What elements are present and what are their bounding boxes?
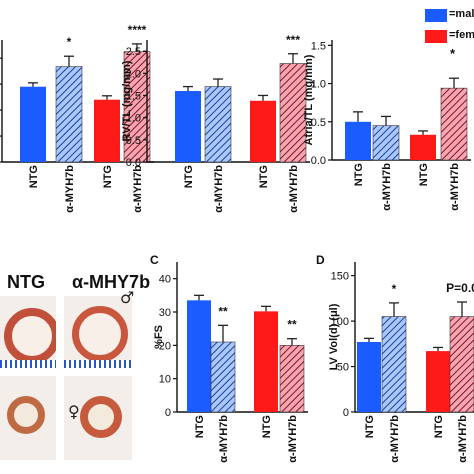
significance-label: * <box>392 282 397 296</box>
bar-3 <box>94 99 120 162</box>
bar-1 <box>357 342 381 412</box>
category-label: NTG <box>28 165 40 188</box>
female-symbol-icon: ♀ <box>68 402 80 421</box>
y-tick-label: 2.5 <box>126 46 141 58</box>
chart-1: NTG α-MYH7b NTG α-MYH7b***** <box>0 23 154 213</box>
y-tick-label: 10 <box>159 374 171 386</box>
category-label: NTG <box>258 165 270 188</box>
legend-star: * <box>450 46 456 61</box>
bar-4 <box>279 63 307 163</box>
bar-1 <box>187 300 211 412</box>
y-axis-label: LV Vol(d) (μl) <box>328 303 340 370</box>
category-label: NTG <box>364 415 376 438</box>
category-label: α-MYH7b <box>381 163 393 211</box>
photo-header-mhy7b: α-MHY7b <box>72 272 151 292</box>
legend-female-label: =fema <box>449 29 474 41</box>
chart-5: 0 50 100 150 LV Vol(d) (μl) NTG α-MYH7b NTG α-MY… <box>328 262 474 463</box>
chart-3: 0.0 0.5 1.0 1.5 Atria/TL (mg/mm) NTG α-MYH7b NT… <box>303 40 471 211</box>
bar-1 <box>20 86 46 162</box>
legend-male-swatch <box>425 9 447 22</box>
y-tick-label: 0 <box>343 407 349 419</box>
significance-label: * <box>67 35 72 49</box>
y-tick-label: 40 <box>159 274 171 286</box>
significance-label: *** <box>286 33 300 47</box>
category-label: α-MYH7b <box>288 165 300 213</box>
y-axis-label: Atria/TL (mg/mm) <box>303 54 315 145</box>
bar-3 <box>410 134 436 160</box>
heart-section-ntg-female <box>0 376 56 460</box>
category-label: α-MYH7b <box>449 163 461 211</box>
bar-2 <box>55 66 83 163</box>
category-label: α-MYH7b <box>213 165 225 213</box>
bar-2 <box>372 125 400 161</box>
chart-2: 0.0 0.5 1.0 1.5 2.0 2.5 RV/TL (mg/mm) NTG α-MYH7… <box>121 33 310 213</box>
y-tick-label: 20 <box>159 340 171 352</box>
bar-2 <box>381 316 407 413</box>
category-label: NTG <box>261 415 273 438</box>
chart-4: 0 10 20 30 40 %FS NTG α-MYH7b NTG α-MYH7b ** ** <box>153 262 308 463</box>
bar-1 <box>345 121 371 160</box>
y-axis-label: RV/TL (mg/mm) <box>121 60 133 141</box>
bar-3 <box>254 311 278 412</box>
y-tick-label: 1.0 <box>311 79 326 91</box>
y-tick-label: 1.0 <box>126 113 141 125</box>
y-tick-label: 30 <box>159 307 171 319</box>
category-label: α-MYH7b <box>389 415 401 463</box>
y-tick-label: 1.5 <box>126 90 141 102</box>
y-tick-label: 0.5 <box>311 117 326 129</box>
male-symbol-icon: ♂ <box>120 288 135 307</box>
bar-2 <box>210 341 236 413</box>
y-tick-label: 0.5 <box>126 135 141 147</box>
category-label: NTG <box>102 165 114 188</box>
bar-4 <box>449 316 474 413</box>
category-label: α-MYH7b <box>457 415 469 463</box>
significance-label: ** <box>218 304 228 318</box>
panel-letter-d: D <box>316 253 325 267</box>
y-tick-label: 0.0 <box>311 155 326 167</box>
bar-1 <box>175 91 201 162</box>
category-label: NTG <box>353 163 365 186</box>
y-tick-label: 150 <box>331 271 349 283</box>
significance-label: P=0.0 <box>446 281 474 295</box>
y-tick-label: 100 <box>331 316 349 328</box>
category-label: NTG <box>433 415 445 438</box>
heart-section-mhy7b-female <box>64 376 132 460</box>
category-label: α-MYH7b <box>64 165 76 213</box>
bar-3 <box>426 351 450 412</box>
significance-label: ** <box>287 318 297 332</box>
category-label: NTG <box>183 165 195 188</box>
bar-2 <box>204 86 232 163</box>
photo-header-ntg: NTG <box>7 272 45 292</box>
y-tick-label: 50 <box>337 362 349 374</box>
category-label: α-MYH7b <box>287 415 299 463</box>
heart-section-ntg-male <box>0 296 56 368</box>
y-tick-label: 0 <box>165 407 171 419</box>
category-label: α-MYH7b <box>218 415 230 463</box>
bar-4 <box>279 345 305 413</box>
y-tick-label: 0.0 <box>126 157 141 169</box>
category-label: α-MYH7b <box>132 165 144 213</box>
y-tick-label: 2.0 <box>126 68 141 80</box>
category-label: NTG <box>194 415 206 438</box>
legend-female-swatch <box>425 30 447 43</box>
bar-4 <box>440 87 468 161</box>
y-tick-label: 1.5 <box>311 40 326 52</box>
heart-section-mhy7b-male <box>64 296 132 368</box>
legend-male-label: =male <box>449 8 474 20</box>
bar-3 <box>250 100 276 162</box>
significance-label: **** <box>128 23 147 37</box>
category-label: NTG <box>418 163 430 186</box>
panel-letter-c: C <box>150 253 159 267</box>
y-axis-label: %FS <box>153 325 165 349</box>
